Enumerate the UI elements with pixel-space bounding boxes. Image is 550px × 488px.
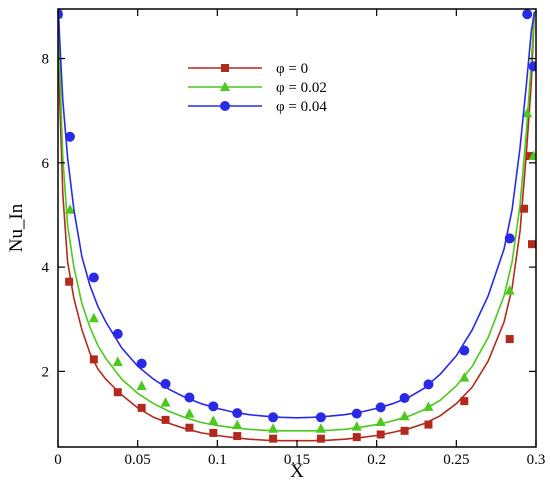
data-point bbox=[88, 272, 99, 283]
data-point bbox=[268, 423, 279, 433]
data-point bbox=[522, 9, 533, 20]
y-tick-label: 4 bbox=[42, 260, 50, 276]
data-point bbox=[526, 152, 535, 161]
legend-label: φ = 0.02 bbox=[276, 80, 327, 96]
data-point bbox=[136, 380, 147, 390]
data-point bbox=[352, 433, 361, 442]
y-axis-title: Nu_In bbox=[6, 203, 27, 252]
data-point bbox=[528, 240, 536, 249]
data-point bbox=[89, 355, 98, 364]
data-point bbox=[209, 428, 218, 437]
data-point bbox=[112, 356, 123, 367]
data-point bbox=[459, 345, 470, 356]
data-point bbox=[232, 408, 243, 419]
series-layer bbox=[58, 8, 536, 443]
data-point bbox=[351, 408, 362, 419]
legend-label: φ = 0 bbox=[276, 61, 308, 77]
legend-item: φ = 0.02 bbox=[188, 80, 327, 96]
x-tick-label: 0.1 bbox=[208, 452, 227, 468]
y-tick-label: 2 bbox=[42, 364, 50, 380]
data-point bbox=[58, 9, 63, 20]
data-point bbox=[399, 410, 410, 421]
data-point bbox=[184, 408, 195, 418]
data-point bbox=[376, 430, 385, 439]
series-line bbox=[58, 11, 536, 432]
ticks-layer: 0 0.05 0.1 0.15 0.2 0.25 0.3 2 4 6 8 bbox=[42, 9, 546, 468]
data-point bbox=[269, 434, 278, 443]
data-point bbox=[375, 402, 386, 413]
data-point bbox=[505, 335, 514, 344]
series-line bbox=[58, 11, 536, 419]
data-point bbox=[423, 379, 434, 390]
data-point bbox=[184, 392, 195, 403]
data-point bbox=[208, 401, 219, 412]
data-point bbox=[233, 432, 242, 441]
data-point bbox=[423, 401, 434, 411]
legend-marker bbox=[221, 64, 229, 72]
data-point bbox=[504, 233, 515, 244]
data-point bbox=[375, 416, 386, 426]
data-point bbox=[315, 423, 326, 433]
data-point bbox=[232, 419, 243, 430]
x-tick-label: 0 bbox=[54, 452, 62, 468]
legend: φ = 0 φ = 0.02 φ = 0.04 bbox=[188, 61, 327, 115]
data-point bbox=[88, 312, 99, 323]
data-point bbox=[528, 150, 536, 161]
data-point bbox=[268, 412, 279, 423]
data-point bbox=[400, 426, 409, 435]
data-point bbox=[112, 328, 123, 339]
data-point bbox=[65, 277, 74, 286]
legend-marker bbox=[220, 81, 230, 91]
data-point bbox=[208, 415, 219, 425]
series-circle bbox=[58, 9, 536, 423]
x-tick-label: 0.3 bbox=[527, 452, 546, 468]
data-point bbox=[316, 434, 325, 443]
data-point bbox=[424, 420, 433, 429]
data-point bbox=[399, 392, 410, 403]
data-point bbox=[504, 285, 515, 295]
x-tick-label: 0.25 bbox=[443, 452, 469, 468]
data-point bbox=[460, 397, 469, 406]
series-square bbox=[58, 10, 536, 443]
data-point bbox=[522, 107, 533, 118]
data-point bbox=[528, 61, 536, 72]
series-triangle bbox=[58, 8, 536, 433]
data-point bbox=[113, 388, 122, 397]
legend-marker bbox=[220, 101, 230, 111]
data-point bbox=[136, 358, 147, 369]
legend-item: φ = 0.04 bbox=[188, 99, 327, 115]
data-point bbox=[137, 403, 146, 412]
legend-label: φ = 0.04 bbox=[276, 99, 327, 115]
data-point bbox=[459, 372, 470, 382]
data-point bbox=[351, 421, 362, 431]
data-point bbox=[315, 412, 326, 423]
y-tick-label: 8 bbox=[42, 52, 50, 68]
x-axis-title: X bbox=[290, 461, 304, 482]
x-tick-label: 0.2 bbox=[367, 452, 386, 468]
legend-item: φ = 0 bbox=[188, 61, 308, 77]
data-point bbox=[160, 378, 171, 389]
data-point bbox=[520, 204, 529, 213]
data-point bbox=[64, 204, 75, 214]
x-tick-label: 0.05 bbox=[125, 452, 151, 468]
data-point bbox=[160, 397, 171, 407]
data-point bbox=[161, 415, 170, 424]
x-tick-label: 0.15 bbox=[284, 452, 310, 468]
data-point bbox=[64, 131, 75, 142]
y-tick-label: 6 bbox=[42, 156, 50, 172]
data-point bbox=[185, 423, 194, 432]
